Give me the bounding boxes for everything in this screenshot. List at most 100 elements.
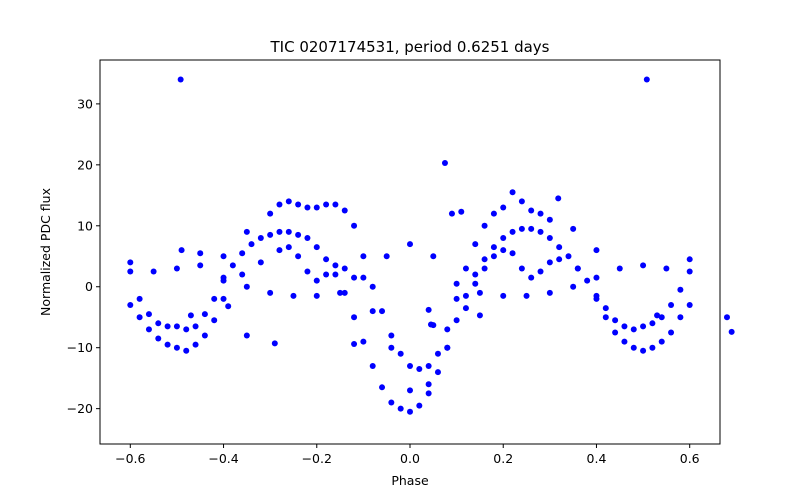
series-3-point	[518, 265, 525, 272]
series-3-point	[341, 265, 348, 272]
series-0-point	[313, 244, 320, 251]
series-2-point	[528, 207, 535, 214]
outlier-point	[555, 195, 562, 202]
series-3-point	[472, 280, 479, 287]
series-1-point	[430, 253, 437, 260]
series-0-point	[351, 314, 358, 321]
series-3-point	[295, 253, 302, 260]
series-0-point	[453, 317, 460, 324]
series-2-point	[332, 201, 339, 208]
series-0-point	[481, 256, 488, 263]
series-0-point	[584, 277, 591, 284]
outlier-point	[458, 208, 465, 215]
series-0-point	[416, 402, 423, 409]
series-1-point	[313, 292, 320, 299]
series-0-point	[621, 323, 628, 330]
series-2-point	[518, 198, 525, 205]
series-5-point	[621, 338, 628, 345]
series-2-point	[490, 210, 497, 217]
outlier-point	[441, 160, 448, 167]
series-3-point	[388, 344, 395, 351]
y-tick-label: 30	[77, 96, 93, 111]
y-tick-label: 0	[85, 279, 93, 294]
series-2-point	[537, 210, 544, 217]
series-5-point	[602, 314, 609, 321]
x-tick-label: 0.6	[680, 451, 700, 466]
series-0-point	[164, 323, 171, 330]
series-4-point	[155, 335, 162, 342]
series-5-point	[649, 344, 656, 351]
series-4-point	[173, 344, 180, 351]
series-0-point	[434, 369, 441, 376]
series-2-point	[570, 225, 577, 232]
series-0-point	[658, 314, 665, 321]
series-5-point	[677, 314, 684, 321]
series-5-point	[640, 347, 647, 354]
series-3-point	[490, 253, 497, 260]
x-axis-label: Phase	[391, 473, 429, 488]
series-2-point	[434, 350, 441, 357]
x-tick-label: −0.4	[208, 451, 238, 466]
series-2-point	[276, 201, 283, 208]
series-1-point	[523, 292, 530, 299]
outlier-point	[728, 328, 735, 335]
series-0-point	[640, 323, 647, 330]
series-0-point	[145, 311, 152, 318]
series-0-point	[285, 228, 292, 235]
series-3-point	[574, 265, 581, 272]
series-4-point	[127, 302, 134, 309]
x-tick-label: 0.0	[400, 451, 420, 466]
series-1-point	[197, 262, 204, 269]
series-3-point	[509, 250, 516, 257]
series-3-point	[257, 259, 264, 266]
y-tick-label: 20	[77, 157, 93, 172]
series-3-point	[323, 271, 330, 278]
series-3-point	[304, 268, 311, 275]
series-2-point	[341, 207, 348, 214]
series-2-point	[500, 204, 507, 211]
series-4-point	[136, 314, 143, 321]
data-points	[127, 76, 735, 415]
series-0-point	[407, 408, 413, 415]
series-1-point	[267, 289, 274, 296]
plot-frame	[99, 59, 721, 445]
series-1-point	[453, 280, 460, 287]
series-0-point	[248, 241, 255, 248]
x-tick-label: 0.2	[493, 451, 513, 466]
series-2-point	[462, 265, 469, 272]
series-2-point	[295, 201, 302, 208]
outlier-point	[187, 312, 194, 319]
series-5-point	[612, 329, 619, 336]
series-1-point	[127, 259, 134, 266]
series-0-point	[649, 320, 656, 327]
series-3-point	[528, 274, 535, 281]
series-4-point	[183, 347, 190, 354]
outlier-point	[271, 340, 278, 347]
series-2-point	[323, 201, 330, 208]
series-1-point	[220, 274, 227, 281]
series-0-point	[602, 305, 609, 312]
series-3-point	[351, 274, 358, 281]
series-0-point	[546, 234, 553, 241]
series-3-point	[556, 256, 563, 263]
series-0-point	[304, 234, 311, 241]
series-1-point	[290, 292, 297, 299]
series-2-point	[509, 189, 516, 196]
chart-title: TIC 0207174531, period 0.6251 days	[269, 38, 549, 56]
series-3-point	[546, 259, 553, 266]
series-0-point	[267, 231, 274, 238]
y-tick-label: 10	[77, 218, 93, 233]
series-0-point	[500, 234, 507, 241]
series-1-point	[243, 283, 250, 290]
series-2-point	[416, 366, 423, 373]
series-5-point	[593, 295, 600, 302]
series-2-point	[285, 198, 292, 205]
series-0-point	[192, 323, 199, 330]
series-0-point	[668, 302, 675, 309]
outlier-point	[476, 312, 483, 319]
outlier-point	[197, 250, 204, 257]
series-2-point	[397, 350, 404, 357]
series-5-point	[668, 329, 675, 336]
series-0-point	[556, 244, 563, 251]
y-tick-label: −20	[67, 401, 93, 416]
